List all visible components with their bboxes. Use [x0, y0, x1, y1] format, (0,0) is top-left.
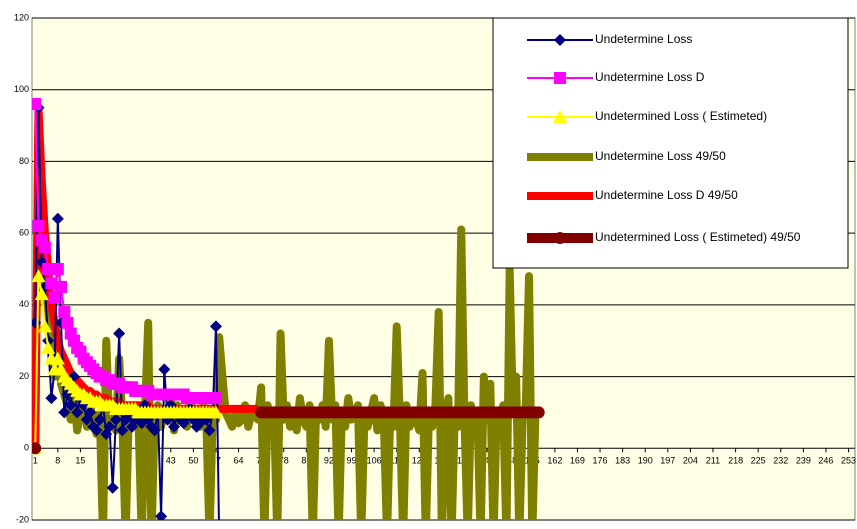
marker: [42, 334, 55, 347]
y-tick-label: 120: [14, 12, 29, 22]
legend-label: Undetermined Loss ( Estimeted): [595, 109, 767, 123]
marker: [84, 406, 97, 419]
x-tick-label: 106: [367, 456, 382, 466]
marker: [532, 406, 545, 419]
marker: [58, 406, 71, 419]
x-tick-label: 169: [570, 456, 585, 466]
marker: [64, 399, 77, 412]
marker: [48, 291, 61, 304]
x-tick-label: 85: [301, 456, 311, 466]
marker: [38, 241, 51, 254]
marker: [51, 263, 64, 275]
marker: [45, 392, 58, 405]
marker: [203, 424, 216, 437]
legend-label: Undetermine Loss: [595, 32, 692, 46]
x-tick-label: 239: [796, 456, 811, 466]
x-tick-label: 99: [347, 456, 357, 466]
y-tick-label: 20: [19, 371, 29, 381]
marker: [553, 110, 567, 123]
y-tick-label: 60: [19, 228, 29, 238]
x-tick-label: 57: [211, 456, 221, 466]
marker: [119, 413, 132, 426]
marker: [554, 232, 566, 244]
marker: [34, 287, 49, 301]
x-tick-label: 211: [706, 456, 720, 466]
marker: [208, 405, 223, 419]
x-tick-label: 183: [615, 456, 630, 466]
marker: [148, 424, 161, 437]
marker: [90, 424, 103, 437]
marker: [168, 420, 181, 433]
x-tick-label: 64: [234, 456, 244, 466]
x-tick-label: 197: [660, 456, 675, 466]
marker: [61, 316, 74, 329]
marker: [32, 219, 45, 232]
marker: [71, 406, 84, 419]
x-tick-label: 246: [818, 456, 833, 466]
marker: [51, 212, 64, 225]
y-tick-label: 0: [24, 443, 29, 453]
legend-box: [492, 17, 849, 269]
x-tick-label: 92: [324, 456, 334, 466]
marker: [32, 269, 46, 283]
marker: [45, 277, 58, 290]
marker: [109, 413, 122, 426]
x-tick-label: 15: [75, 456, 85, 466]
x-tick-label: 8: [55, 456, 60, 466]
legend-label: Undetermined Loss ( Estimeted) 49/50: [595, 230, 801, 244]
marker: [158, 363, 171, 376]
marker: [50, 351, 65, 365]
y-tick-label: -20: [16, 514, 29, 524]
marker: [155, 510, 168, 520]
marker: [93, 413, 106, 426]
legend-label: Undetermine Loss D 49/50: [595, 188, 738, 202]
marker: [554, 34, 566, 46]
marker: [32, 442, 42, 455]
marker: [32, 98, 42, 111]
y-tick-label: 80: [19, 156, 29, 166]
x-tick-label: 120: [412, 456, 427, 466]
legend-label: Undetermine Loss 49/50: [595, 149, 726, 163]
x-tick-label: 232: [773, 456, 788, 466]
x-tick-label: 176: [593, 456, 608, 466]
marker: [209, 392, 222, 405]
x-tick-label: 190: [638, 456, 653, 466]
x-tick-label: 218: [728, 456, 743, 466]
marker: [41, 340, 56, 354]
marker: [55, 280, 68, 293]
marker: [209, 320, 222, 333]
x-tick-label: 162: [547, 456, 562, 466]
x-tick-label: 204: [683, 456, 698, 466]
marker: [42, 263, 55, 275]
x-tick-label: 78: [279, 456, 289, 466]
x-tick-label: 50: [188, 456, 198, 466]
x-tick-label: 225: [751, 456, 766, 466]
x-tick-label: 141: [480, 456, 495, 466]
marker: [106, 481, 119, 494]
marker: [37, 319, 52, 333]
legend-label: Undetermine Loss D: [595, 70, 705, 84]
y-tick-label: 40: [19, 299, 29, 309]
x-tick-label: 43: [166, 456, 176, 466]
marker: [113, 327, 126, 340]
x-tick-label: 113: [390, 456, 404, 466]
marker: [116, 424, 129, 437]
marker: [58, 306, 71, 319]
marker: [103, 420, 116, 433]
y-tick-label: 100: [14, 84, 29, 94]
x-tick-label: 1: [33, 456, 38, 466]
marker: [554, 72, 566, 84]
x-tick-label: 253: [841, 456, 856, 466]
